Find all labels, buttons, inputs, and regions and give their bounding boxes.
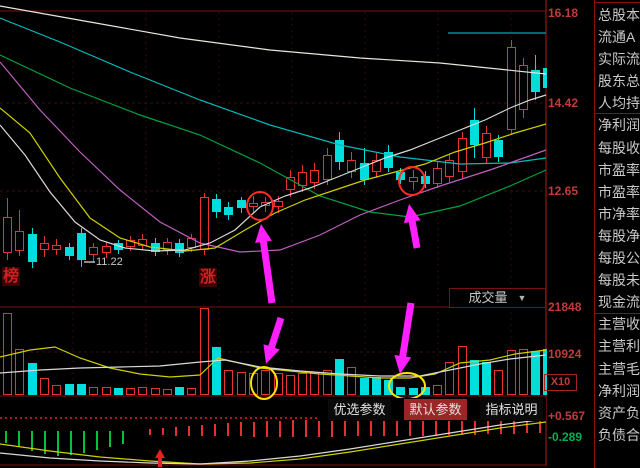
ma-line-yellow	[0, 107, 547, 252]
sidebar-row: 负债合	[598, 426, 640, 443]
sidebar-row: 主营收	[598, 316, 640, 333]
sidebar-row: 市净率	[598, 205, 640, 222]
sidebar-row: 资产负	[598, 404, 640, 421]
buy-signal-arrow	[155, 449, 165, 467]
watermark-bang: 榜	[2, 267, 21, 286]
low-price-label: 11.22	[96, 256, 123, 268]
ma-line-white_short	[0, 94, 547, 252]
annotation-arrow-2	[403, 204, 421, 249]
sidebar-row: 流通A	[598, 29, 636, 46]
highlight-circle-yellow-2	[388, 372, 426, 400]
ma-line-green	[0, 54, 547, 218]
sidebar-row: 每股收	[598, 139, 640, 156]
volume-panel-dropdown[interactable]: 成交量 ▼	[449, 288, 546, 308]
sidebar-row: 市盈率	[598, 183, 640, 200]
volume-panel-title: 成交量	[468, 290, 508, 305]
chevron-down-icon: ▼	[517, 293, 527, 303]
sidebar-row: 主营利	[598, 338, 640, 355]
sidebar-row: 每股未	[598, 272, 640, 289]
price-axis-label: 12.65	[548, 184, 579, 198]
volume-axis-label: 21848	[548, 300, 582, 314]
preferred-params-button[interactable]: 优选参数	[328, 399, 391, 420]
sidebar-rows: 总股本 流通A 实际流 股东总 人均持 净利润 每股收 市盈率 市盈率 市净率 每股净 每股公 每股未现…	[595, 4, 640, 468]
annotation-arrow-1	[255, 224, 276, 304]
ma-lines-group	[0, 5, 547, 253]
ma-line-cyan	[0, 17, 547, 165]
default-params-button[interactable]: 默认参数	[404, 399, 467, 420]
sidebar-row: 实际流	[598, 51, 640, 68]
sidebar-row: 净利润	[598, 117, 640, 134]
indicator-positive-value: +0.567	[548, 409, 586, 423]
sidebar-row: 每股公	[598, 250, 640, 267]
indicator-help-button[interactable]: 指标说明	[480, 399, 543, 420]
price-axis-label: 14.42	[548, 96, 579, 110]
annotation-arrow-4	[394, 302, 415, 374]
sidebar-row: 现金流	[598, 294, 640, 311]
volume-axis-label: 10924	[548, 347, 582, 361]
watermark-zhang: 涨	[199, 268, 218, 287]
sidebar-row: 每股净	[598, 227, 640, 244]
volume-unit-badge: X10	[544, 374, 577, 391]
ma-line-magenta	[0, 61, 547, 253]
sidebar-row: 主营毛	[598, 360, 640, 377]
sidebar-row: 净利润	[598, 382, 640, 399]
annotation-arrow-3	[263, 316, 285, 364]
sidebar-separator	[595, 2, 640, 3]
sidebar-row: 人均持	[598, 95, 640, 112]
highlight-circle-red-2	[398, 166, 426, 196]
annotation-group	[155, 166, 426, 467]
sidebar-divider	[594, 0, 595, 468]
sidebar-row: 总股本	[598, 7, 640, 23]
indicator-bars-group	[5, 418, 541, 456]
candlestick-group	[3, 40, 547, 268]
indicator-lines-group	[0, 418, 547, 465]
sidebar-row: 股东总	[598, 73, 640, 90]
price-axis-label: 16.18	[548, 6, 579, 20]
indicator-negative-value: -0.289	[548, 430, 583, 444]
sidebar-separator	[595, 113, 640, 114]
sidebar-row: 市盈率	[598, 161, 640, 178]
highlight-circle-yellow-1	[250, 366, 278, 400]
price-chart-svg	[0, 0, 547, 467]
highlight-circle-red-1	[246, 191, 274, 221]
sidebar-separator	[595, 313, 640, 314]
ma-line-white_long	[0, 5, 547, 75]
